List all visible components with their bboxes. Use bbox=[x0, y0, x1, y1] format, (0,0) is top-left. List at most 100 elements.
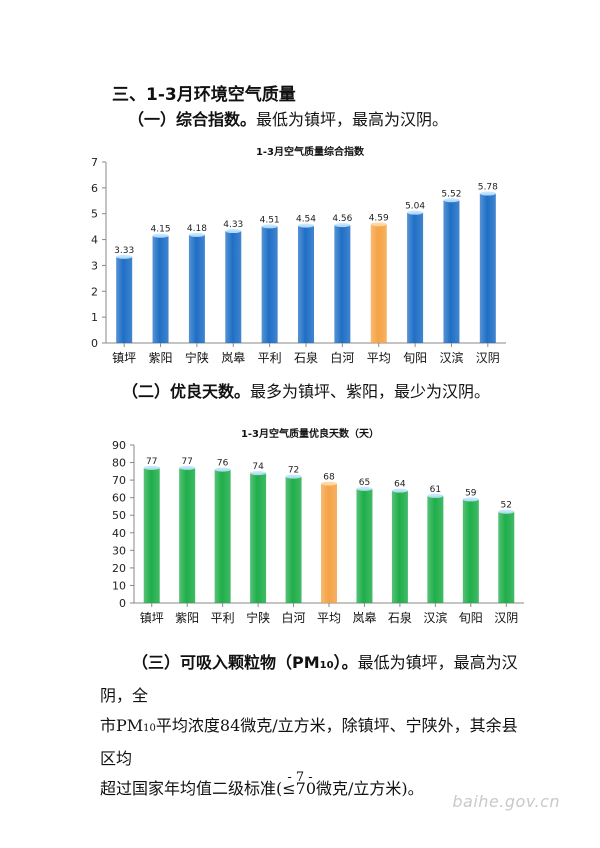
data-label: 59 bbox=[465, 488, 477, 498]
data-label: 4.59 bbox=[369, 213, 389, 223]
data-label: 64 bbox=[394, 480, 406, 490]
bar-top-highlight bbox=[179, 465, 196, 470]
y-tick-label: 90 bbox=[112, 439, 126, 452]
data-label: 5.52 bbox=[441, 189, 461, 199]
x-tick-label: 旬阳 bbox=[459, 611, 483, 625]
bar bbox=[298, 225, 314, 343]
data-label: 68 bbox=[323, 473, 335, 483]
bar-top-highlight bbox=[214, 467, 231, 472]
bar bbox=[321, 483, 337, 603]
y-tick-label: 5 bbox=[91, 208, 98, 221]
data-label: 4.18 bbox=[187, 224, 207, 234]
data-label: 65 bbox=[359, 478, 370, 488]
data-label: 4.54 bbox=[296, 215, 316, 225]
data-label: 4.33 bbox=[223, 220, 243, 230]
y-tick-label: 70 bbox=[112, 474, 126, 487]
data-label: 4.15 bbox=[151, 225, 171, 235]
pm10-line1-text: 最低为镇坪，最高为汉阴，全 bbox=[100, 653, 518, 705]
bar bbox=[443, 200, 460, 343]
bar-top-highlight bbox=[370, 222, 387, 227]
bar bbox=[427, 495, 444, 603]
bar bbox=[214, 469, 231, 603]
x-tick-label: 旬阳 bbox=[403, 351, 427, 365]
bar-top-highlight bbox=[285, 474, 302, 479]
composite-index-chart: 0 1 2 3 4 5 6 7 3.33 镇坪 4.15 紫阳 4.18 宁陕 4.33 岚皋 4.51 平利 4.… bbox=[91, 156, 506, 365]
x-tick-label: 平均 bbox=[367, 351, 391, 365]
bar-top-highlight bbox=[356, 486, 373, 491]
bar-top-highlight bbox=[152, 233, 169, 238]
bar-top-highlight bbox=[391, 488, 408, 493]
x-tick-label: 宁陕 bbox=[246, 610, 270, 625]
data-label: 61 bbox=[430, 485, 441, 495]
bar bbox=[261, 226, 278, 343]
x-tick-label: 白河 bbox=[330, 350, 354, 365]
bar-top-highlight bbox=[143, 465, 160, 470]
y-tick-label: 0 bbox=[91, 337, 98, 350]
bar-top-highlight bbox=[188, 232, 205, 237]
y-tick-label: 60 bbox=[112, 492, 126, 505]
data-label: 5.78 bbox=[478, 183, 498, 193]
bar bbox=[498, 511, 515, 603]
data-label: 77 bbox=[146, 457, 157, 467]
bar-top-highlight bbox=[462, 497, 479, 502]
x-tick-label: 平利 bbox=[211, 611, 235, 625]
x-tick-label: 汉阴 bbox=[494, 611, 518, 625]
pm10-line-2: 市PM10平均浓度84微克/立方米，除镇坪、宁陕外，其余县区均 bbox=[100, 716, 518, 768]
bar-top-highlight bbox=[479, 191, 496, 196]
bar-top-highlight bbox=[334, 223, 351, 228]
good-days-text: 最多为镇坪、紫阳，最少为汉阴。 bbox=[250, 382, 491, 401]
pm10-lead: （三）可吸入颗粒物（PM10）。 bbox=[132, 653, 358, 672]
y-tick-label: 50 bbox=[112, 509, 126, 522]
bar-top-highlight bbox=[498, 509, 515, 514]
bar bbox=[179, 467, 196, 603]
data-label: 77 bbox=[181, 457, 192, 467]
bar bbox=[334, 225, 351, 343]
x-tick-label: 平利 bbox=[258, 351, 282, 365]
bar bbox=[152, 235, 169, 343]
y-tick-label: 20 bbox=[112, 562, 126, 575]
bar-top-highlight bbox=[443, 198, 460, 203]
x-tick-label: 岚皋 bbox=[221, 350, 245, 365]
bar-top-highlight bbox=[250, 471, 267, 476]
bar bbox=[407, 212, 424, 343]
y-tick-label: 40 bbox=[112, 527, 126, 540]
bar bbox=[250, 473, 267, 603]
x-tick-label: 宁陕 bbox=[185, 350, 209, 365]
bar-top-highlight bbox=[116, 254, 133, 259]
bar bbox=[225, 231, 242, 343]
bar-top-highlight bbox=[225, 229, 242, 234]
y-tick-label: 7 bbox=[91, 156, 98, 169]
data-label: 5.04 bbox=[405, 202, 425, 212]
composite-index-lead: （一）综合指数。 bbox=[128, 110, 257, 129]
bar bbox=[479, 193, 496, 343]
x-tick-label: 镇坪 bbox=[112, 351, 136, 365]
data-label: 72 bbox=[288, 466, 299, 476]
x-tick-label: 岚皋 bbox=[352, 610, 376, 625]
y-tick-label: 2 bbox=[91, 285, 98, 298]
composite-index-text: 最低为镇坪，最高为汉阴。 bbox=[256, 110, 449, 129]
x-tick-label: 镇坪 bbox=[140, 611, 164, 625]
bar bbox=[188, 234, 205, 343]
y-tick-label: 4 bbox=[91, 234, 98, 247]
pm10-line-1: （三）可吸入颗粒物（PM10）。最低为镇坪，最高为汉阴，全 bbox=[100, 648, 520, 711]
bar-top-highlight bbox=[427, 493, 444, 498]
y-tick-label: 3 bbox=[91, 259, 98, 272]
section-heading: 三、1-3月环境空气质量 bbox=[112, 85, 296, 105]
y-tick-label: 6 bbox=[91, 182, 98, 195]
data-label: 4.51 bbox=[260, 215, 280, 225]
chart1-title: 1-3月空气质量综合指数 bbox=[255, 147, 365, 158]
bar-top-highlight bbox=[261, 224, 278, 229]
bar bbox=[462, 499, 479, 603]
y-tick-label: 1 bbox=[91, 311, 98, 324]
data-label: 52 bbox=[501, 501, 512, 511]
paragraph-composite-index: （一）综合指数。最低为镇坪，最高为汉阴。 bbox=[128, 106, 448, 134]
x-tick-label: 石泉 bbox=[388, 611, 412, 625]
x-tick-label: 石泉 bbox=[294, 351, 318, 365]
x-tick-label: 白河 bbox=[282, 610, 306, 625]
data-label: 4.56 bbox=[332, 214, 352, 224]
good-days-lead: （二）优良天数。 bbox=[122, 382, 251, 401]
bar-top-highlight bbox=[321, 481, 337, 486]
page-number: - 7 - bbox=[287, 770, 313, 785]
pm10-line-3: 超过国家年均值二级标准(≤70微克/立方米)。 bbox=[100, 779, 424, 798]
data-label: 76 bbox=[217, 459, 229, 469]
